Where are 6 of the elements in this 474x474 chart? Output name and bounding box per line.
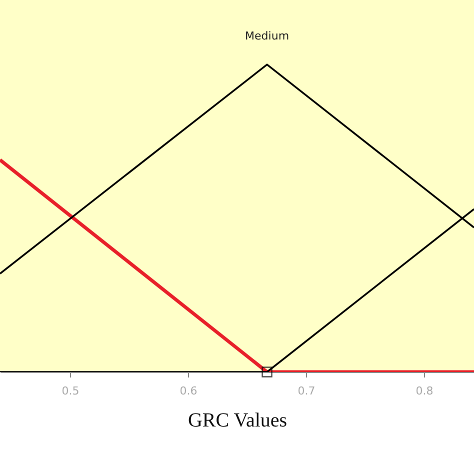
x-axis-title: GRC Values [188, 410, 288, 432]
text: Medium [245, 30, 290, 43]
x-tick-label: 0.5 [62, 384, 80, 398]
x-tick-label: 0.8 [416, 384, 434, 398]
x-tick-label: 0.7 [298, 384, 316, 398]
x-tick-label: 0.6 [180, 384, 198, 398]
